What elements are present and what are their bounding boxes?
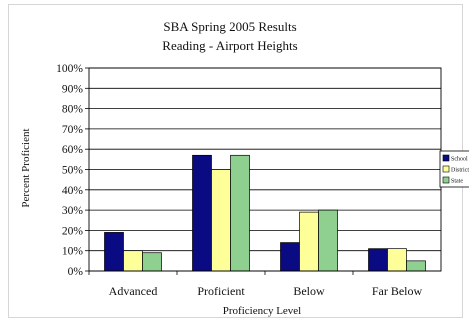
chart-subtitle: Reading - Airport Heights [162, 38, 297, 53]
legend-swatch-state [442, 176, 450, 184]
x-tick-label: Advanced [109, 284, 158, 298]
chart-title: SBA Spring 2005 Results [163, 19, 296, 34]
bars [104, 154, 426, 272]
y-tick-label: 10% [62, 246, 84, 258]
bar-district-advanced [123, 250, 143, 272]
y-tick-label: 80% [62, 104, 84, 116]
x-tick-label: Proficient [197, 284, 245, 298]
y-tick-labels: 0% 10% 20% 30% 40% 50% 60% 70% 80% 90% 100% [56, 63, 83, 278]
category-labels: Advanced Proficient Below Far Below [109, 284, 423, 298]
bar-state-advanced [142, 252, 162, 272]
legend-swatch-school [442, 154, 450, 162]
bar-district-below [299, 211, 319, 272]
x-tick-label: Below [293, 284, 325, 298]
axes [88, 67, 442, 275]
y-axis-title: Percent Proficient [20, 128, 32, 207]
chart-title-group: SBA Spring 2005 Results Reading - Airpor… [162, 19, 297, 53]
y-tick-label: 0% [68, 266, 84, 278]
y-tick-label: 90% [62, 83, 84, 95]
bar-district-far-below [387, 248, 407, 272]
y-tick-label: 40% [62, 185, 84, 197]
bar-school-far-below [368, 248, 388, 272]
bar-state-far-below [406, 260, 426, 272]
y-tick-label: 30% [62, 205, 84, 217]
legend: School District State [439, 150, 469, 188]
legend-swatch-district [442, 165, 450, 173]
y-tick-label: 50% [62, 165, 84, 177]
y-tick-label: 60% [62, 144, 84, 156]
x-axis-title: Proficiency Level [223, 305, 302, 317]
bar-state-below [318, 209, 338, 272]
legend-label-school: School [451, 157, 468, 163]
bar-school-below [280, 242, 300, 272]
chart-frame: SBA Spring 2005 Results Reading - Airpor… [8, 4, 469, 318]
legend-items: School District State [442, 154, 469, 185]
bar-state-proficient [230, 154, 250, 272]
bar-school-proficient [192, 154, 212, 272]
y-tick-label: 20% [62, 225, 84, 237]
bar-school-advanced [104, 232, 124, 272]
legend-label-state: State [451, 179, 463, 185]
chart: SBA Spring 2005 Results Reading - Airpor… [20, 19, 469, 317]
y-tick-label: 70% [62, 124, 84, 136]
x-tick-label: Far Below [372, 284, 423, 298]
gridlines [85, 67, 441, 272]
y-tick-label: 100% [56, 63, 83, 75]
legend-label-district: District [451, 168, 469, 174]
bar-district-proficient [211, 169, 231, 272]
